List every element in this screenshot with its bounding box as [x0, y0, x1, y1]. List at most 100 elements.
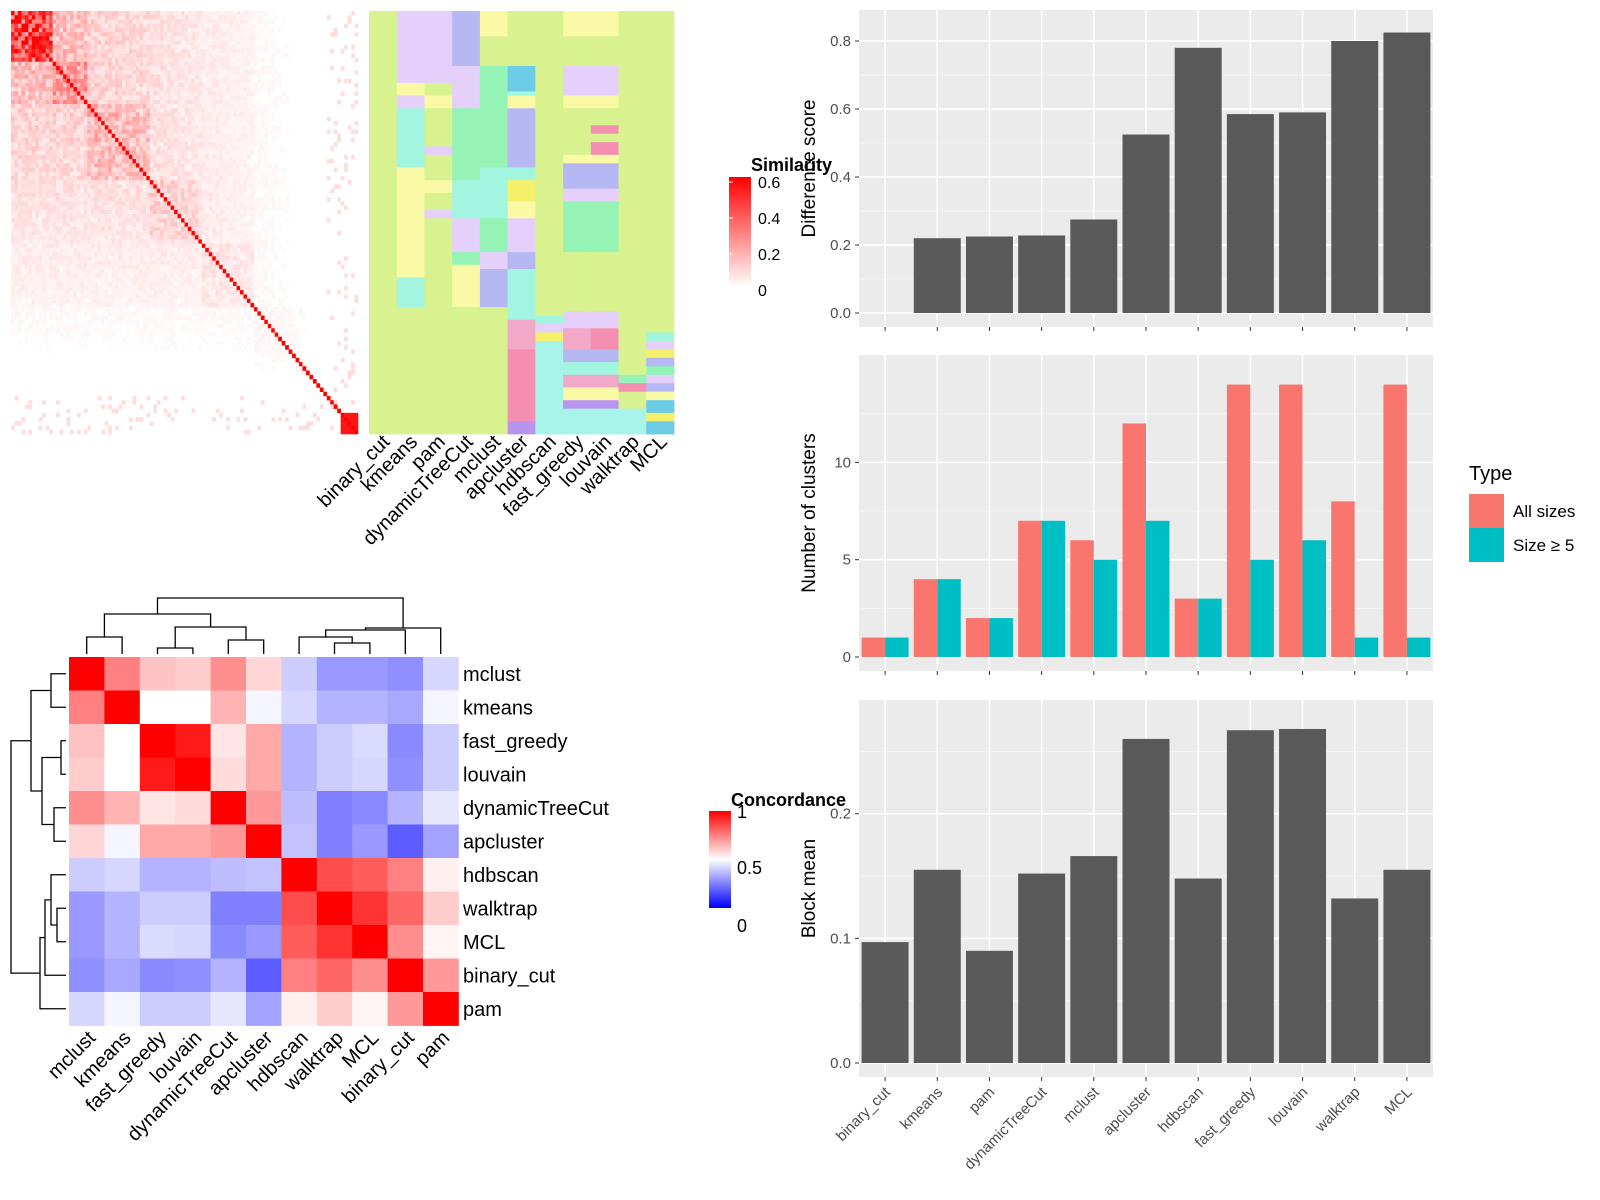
- similarity-cell: [233, 108, 237, 113]
- similarity-cell: [257, 70, 262, 75]
- similarity-cell: [59, 112, 64, 118]
- similarity-cell: [73, 302, 78, 308]
- similarity-cell: [24, 184, 29, 189]
- similarity-cell: [153, 163, 158, 168]
- similarity-cell: [160, 247, 164, 253]
- similarity-cell: [24, 57, 29, 63]
- similarity-cell: [233, 116, 237, 122]
- similarity-cell: [63, 201, 67, 206]
- similarity-cell: [163, 239, 168, 244]
- similarity-cell: [97, 108, 102, 113]
- similarity-cell: [187, 125, 192, 130]
- similarity-cell: [73, 116, 78, 122]
- similarity-cell: [246, 175, 251, 181]
- similarity-cell: [233, 142, 237, 147]
- similarity-cell: [128, 27, 133, 33]
- similarity-cell: [11, 281, 15, 287]
- similarity-cell: [59, 19, 64, 24]
- similarity-cell: [351, 104, 355, 109]
- similarity-cell: [354, 129, 359, 134]
- similarity-cell: [243, 209, 248, 215]
- similarity-cell: [80, 150, 85, 156]
- similarity-cell: [101, 290, 105, 295]
- similarity-cell: [181, 65, 185, 71]
- similarity-cell: [163, 230, 168, 236]
- similarity-cell: [111, 44, 116, 50]
- similarity-cell: [240, 108, 244, 113]
- similarity-cell: [146, 340, 151, 346]
- similarity-cell: [264, 44, 269, 50]
- similarity-cell: [128, 180, 133, 185]
- similarity-cell: [56, 252, 60, 257]
- similarity-cell: [229, 44, 234, 50]
- similarity-cell: [87, 36, 92, 41]
- similarity-cell: [212, 133, 217, 139]
- similarity-cell: [56, 36, 60, 41]
- similarity-cell: [11, 319, 15, 325]
- similarity-cell: [69, 57, 74, 63]
- similarity-cell: [125, 214, 130, 219]
- similarity-cell: [111, 171, 116, 177]
- similarity-cell: [115, 108, 119, 113]
- similarity-cell: [56, 137, 60, 143]
- similarity-cell: [73, 243, 78, 249]
- similarity-cell: [122, 226, 126, 232]
- similarity-cell: [187, 82, 192, 88]
- similarity-cell: [56, 120, 60, 126]
- similarity-cell: [125, 184, 130, 189]
- similarity-cell: [24, 281, 29, 287]
- similarity-cell: [170, 167, 175, 173]
- similarity-cell: [49, 137, 53, 143]
- similarity-cell: [208, 87, 213, 92]
- similarity-cell: [212, 32, 217, 37]
- similarity-cell: [351, 44, 355, 50]
- similarity-cell: [63, 120, 67, 126]
- similarity-cell: [160, 328, 164, 333]
- similarity-cell: [205, 74, 210, 79]
- similarity-cell: [87, 256, 92, 261]
- similarity-cell: [59, 307, 64, 312]
- similarity-cell: [281, 91, 286, 96]
- similarity-cell: [219, 49, 223, 54]
- similarity-cell: [52, 11, 57, 16]
- similarity-cell: [14, 294, 19, 299]
- similarity-cell: [59, 137, 64, 143]
- similarity-cell: [167, 15, 171, 20]
- similarity-cell: [35, 99, 40, 105]
- similarity-cell: [52, 108, 57, 113]
- similarity-cell: [66, 120, 71, 126]
- similarity-cell: [21, 70, 26, 75]
- similarity-cell: [149, 421, 154, 426]
- similarity-cell: [17, 184, 22, 189]
- similarity-cell: [28, 129, 33, 134]
- similarity-cell: [63, 171, 67, 177]
- similarity-cell: [17, 82, 22, 88]
- similarity-cell: [59, 302, 64, 308]
- similarity-cell: [201, 61, 206, 67]
- similarity-cell: [215, 129, 220, 134]
- similarity-cell: [42, 74, 46, 79]
- similarity-cell: [101, 154, 105, 160]
- similarity-cell: [104, 252, 109, 257]
- similarity-cell: [104, 95, 109, 101]
- similarity-cell: [170, 65, 175, 71]
- similarity-cell: [170, 82, 175, 88]
- similarity-cell: [142, 269, 147, 274]
- similarity-cell: [271, 53, 276, 58]
- similarity-cell: [278, 180, 282, 185]
- similarity-cell: [125, 192, 130, 198]
- similarity-cell: [191, 19, 196, 24]
- similarity-cell: [83, 150, 88, 156]
- similarity-cell: [14, 87, 19, 92]
- similarity-cell: [63, 256, 67, 261]
- similarity-cell: [49, 133, 53, 139]
- similarity-cell: [146, 142, 151, 147]
- similarity-cell: [56, 125, 60, 130]
- similarity-cell: [191, 150, 196, 156]
- similarity-cell: [59, 32, 64, 37]
- similarity-cell: [125, 167, 130, 173]
- similarity-cell: [243, 205, 248, 211]
- similarity-cell: [11, 167, 15, 173]
- similarity-cell: [198, 133, 203, 139]
- similarity-cell: [49, 205, 53, 211]
